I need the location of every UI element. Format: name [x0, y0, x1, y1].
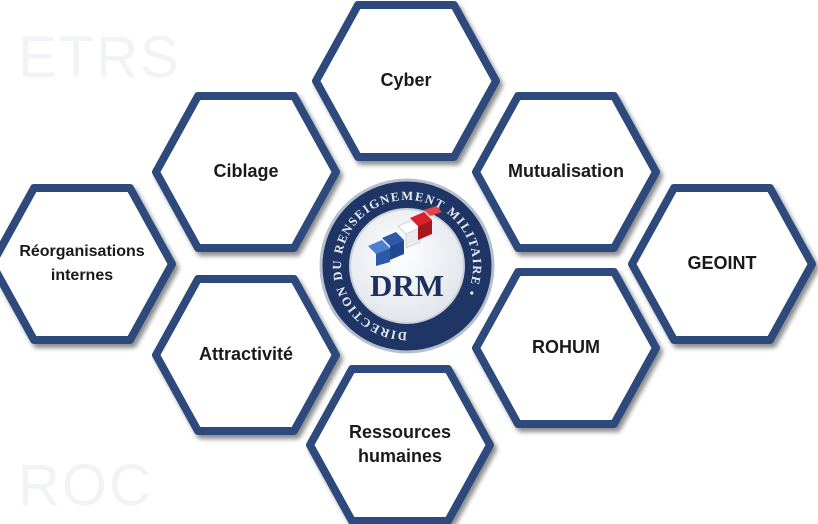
flag-emblem-icon — [368, 206, 442, 266]
hexagon-shape — [306, 365, 494, 524]
watermark-top: ETRS — [18, 25, 181, 90]
hexagon-label: ROHUM — [532, 337, 600, 357]
hexagon-label: Ressources — [349, 422, 451, 442]
hexagon-ressources: Ressources humaines — [306, 365, 494, 524]
hexagon-shape — [152, 275, 340, 435]
logo-acronym: DRM — [370, 268, 444, 303]
hexagon-geoint: GEOINT — [628, 184, 816, 344]
hexagon-rohum: ROHUM — [472, 268, 660, 428]
hexagon-label: Ciblage — [213, 161, 278, 181]
hexagon-shape — [472, 92, 660, 252]
hexagon-shape — [472, 268, 660, 428]
hexagon-shape — [312, 1, 500, 161]
hexagon-label: Mutualisation — [508, 161, 624, 181]
hexagon-cyber: Cyber — [312, 1, 500, 161]
hexagon-label: Réorganisations — [19, 243, 144, 260]
hexagon-shape — [152, 92, 340, 252]
hexagon-label: humaines — [358, 446, 442, 466]
hexagon-mutualisation: Mutualisation — [472, 92, 660, 252]
hexagon-label: GEOINT — [687, 253, 756, 273]
hexagon-label: Cyber — [380, 70, 431, 90]
drm-logo: DIRECTION DU RENSEIGNEMENT MILITAIRE • D… — [319, 178, 495, 354]
hexagon-label: Attractivité — [199, 344, 293, 364]
hexagon-label: internes — [51, 267, 113, 284]
watermark-bottom: ROC — [18, 453, 153, 518]
hexagon-shape — [0, 184, 176, 344]
hexagon-ciblage: Ciblage — [152, 92, 340, 252]
hexagon-shape — [628, 184, 816, 344]
hexagon-attractivite: Attractivité — [152, 275, 340, 435]
hexagon-reorganisations: Réorganisations internes — [0, 184, 176, 344]
